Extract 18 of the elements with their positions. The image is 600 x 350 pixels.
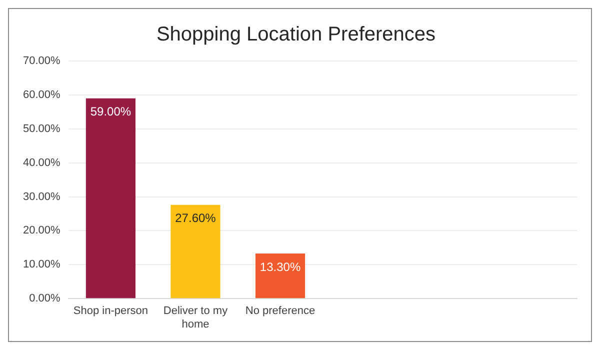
y-tick-label: 20.00%: [22, 224, 61, 237]
y-tick-label: 70.00%: [22, 55, 61, 68]
x-tick-label: Shop in-person: [73, 305, 148, 318]
data-label: 13.30%: [260, 260, 301, 274]
bar: [86, 98, 136, 298]
data-label: 27.60%: [175, 211, 216, 226]
chart-title: Shopping Location Preferences: [156, 24, 436, 46]
y-tick-label: 50.00%: [22, 122, 61, 135]
x-tick-label: No preference: [245, 305, 316, 318]
bar: [255, 253, 306, 298]
data-label: 59.00%: [90, 104, 132, 119]
y-tick-label: 60.00%: [22, 88, 61, 101]
y-tick-label: 30.00%: [22, 190, 61, 203]
bar: [170, 204, 220, 298]
x-tick-label: Deliver to my home: [163, 305, 228, 330]
y-tick-label: 40.00%: [22, 156, 61, 169]
y-tick-label: 0.00%: [29, 292, 61, 305]
y-tick-label: 10.00%: [22, 258, 61, 271]
